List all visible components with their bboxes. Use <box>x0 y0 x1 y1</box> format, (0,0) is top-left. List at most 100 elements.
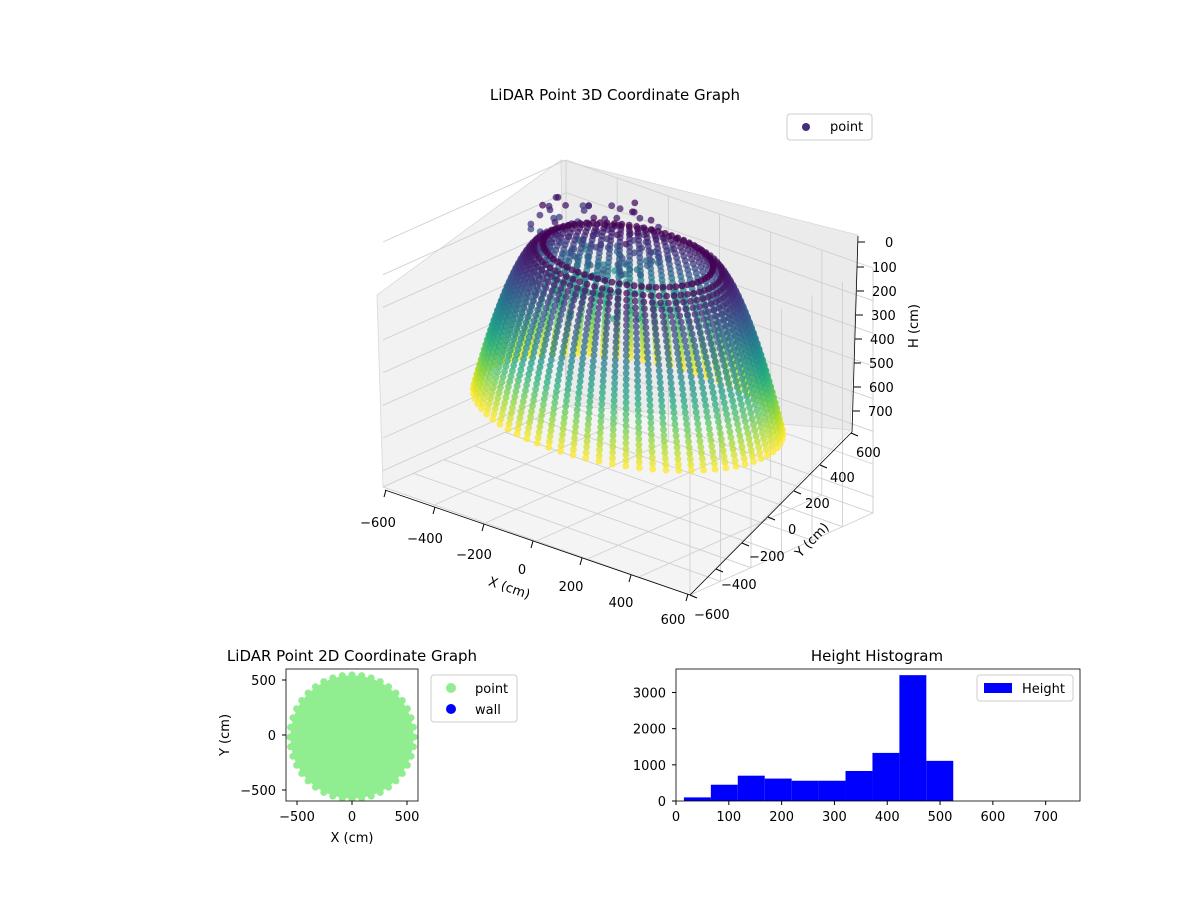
data-point-3d <box>751 401 759 408</box>
data-point-3d <box>623 296 630 304</box>
data-point-3d <box>601 342 609 350</box>
data-point-3d <box>584 432 591 439</box>
data-point-3d <box>537 417 545 425</box>
data-point-3d <box>611 368 619 375</box>
data-point-3d <box>680 397 688 405</box>
data-point-3d <box>721 458 729 466</box>
data-point-3d <box>730 403 738 411</box>
data-point-3d <box>706 334 713 342</box>
data-point-3d <box>630 249 638 257</box>
data-point-3d <box>625 221 633 229</box>
data-point-3d <box>698 309 706 317</box>
data-point-3d <box>684 355 692 363</box>
data-point-3d <box>557 311 565 319</box>
data-point-3d <box>704 328 712 336</box>
data-point-3d <box>622 456 630 464</box>
data-point-3d <box>701 347 708 355</box>
data-point-3d <box>687 297 694 305</box>
data-point-3d <box>746 404 753 411</box>
legend-histogram-swatch <box>984 683 1012 693</box>
data-point-3d <box>658 408 666 416</box>
data-point-3d <box>728 439 736 447</box>
data-point-3d <box>757 423 765 431</box>
data-point-3d <box>710 306 718 314</box>
data-point-3d <box>647 249 655 256</box>
data-point-3d <box>634 406 642 414</box>
data-point-3d <box>687 373 695 381</box>
data-point-3d <box>633 347 641 355</box>
data-point-3d <box>602 336 610 344</box>
data-point-3d <box>548 273 555 280</box>
data-point-3d <box>705 425 713 433</box>
data-point-3d <box>491 379 499 386</box>
plot-frame-histogram <box>675 668 1081 802</box>
data-point-3d <box>616 205 624 213</box>
data-point-3d <box>675 467 683 474</box>
data-point-3d <box>527 220 535 228</box>
data-point-3d <box>682 343 690 351</box>
data-point-3d <box>622 387 630 395</box>
data-point-3d <box>516 340 523 348</box>
data-point-3d <box>574 395 582 402</box>
grid-line <box>689 512 874 596</box>
data-point-3d <box>527 288 534 296</box>
data-point-3d <box>626 230 634 237</box>
data-point-3d <box>592 328 600 336</box>
data-point-3d <box>673 438 680 445</box>
legend-3d-marker <box>802 123 810 131</box>
histogram-bar <box>737 775 765 801</box>
data-point-3d <box>672 299 680 307</box>
x-axis-label-3d: X (cm) <box>486 575 532 603</box>
data-point-3d <box>632 317 640 324</box>
data-point-3d <box>645 283 653 291</box>
data-point-3d <box>563 325 571 333</box>
data-point-3d <box>680 298 687 306</box>
data-point-3d <box>484 364 492 372</box>
data-point-2d <box>320 678 328 686</box>
data-point-3d <box>528 407 535 415</box>
data-point-2d <box>293 761 301 769</box>
data-point-3d <box>649 460 656 467</box>
data-point-3d <box>535 428 543 436</box>
data-point-3d <box>570 346 577 354</box>
data-point-3d <box>725 422 733 430</box>
data-point-3d <box>511 393 519 401</box>
data-point-3d <box>585 415 592 422</box>
data-point-3d <box>633 359 641 367</box>
data-point-3d <box>545 278 552 286</box>
y-tick-mark <box>767 516 776 521</box>
data-point-3d <box>584 314 592 321</box>
data-point-3d <box>588 295 595 303</box>
data-point-3d <box>684 311 691 319</box>
data-point-3d <box>649 305 657 313</box>
data-point-3d <box>604 312 611 320</box>
data-point-3d <box>726 334 734 342</box>
data-point-3d <box>622 451 630 458</box>
data-point-3d <box>689 280 696 288</box>
data-point-3d <box>533 337 541 345</box>
ticks-2d: −500 0 500 500 0 −500 <box>240 674 419 825</box>
data-point-3d <box>595 304 603 312</box>
data-point-3d <box>675 461 682 469</box>
data-point-3d <box>582 331 590 339</box>
data-point-3d <box>634 371 641 379</box>
data-point-3d <box>622 346 630 354</box>
data-point-3d <box>728 340 736 348</box>
data-point-2d <box>403 705 411 713</box>
data-point-3d <box>533 380 540 388</box>
data-point-3d <box>580 343 588 351</box>
data-point-3d <box>576 220 584 227</box>
data-point-3d <box>661 455 669 462</box>
grid-line <box>565 192 874 302</box>
legend-3d-frame <box>786 113 873 141</box>
x-tick-label-hist: 0 <box>672 810 680 825</box>
data-point-3d <box>511 356 519 364</box>
data-point-3d <box>591 340 599 347</box>
data-point-3d <box>726 354 734 362</box>
data-point-3d <box>489 363 497 371</box>
data-point-3d <box>673 343 681 351</box>
data-point-3d <box>480 379 487 387</box>
data-point-3d <box>524 293 532 301</box>
data-point-3d <box>498 352 506 360</box>
